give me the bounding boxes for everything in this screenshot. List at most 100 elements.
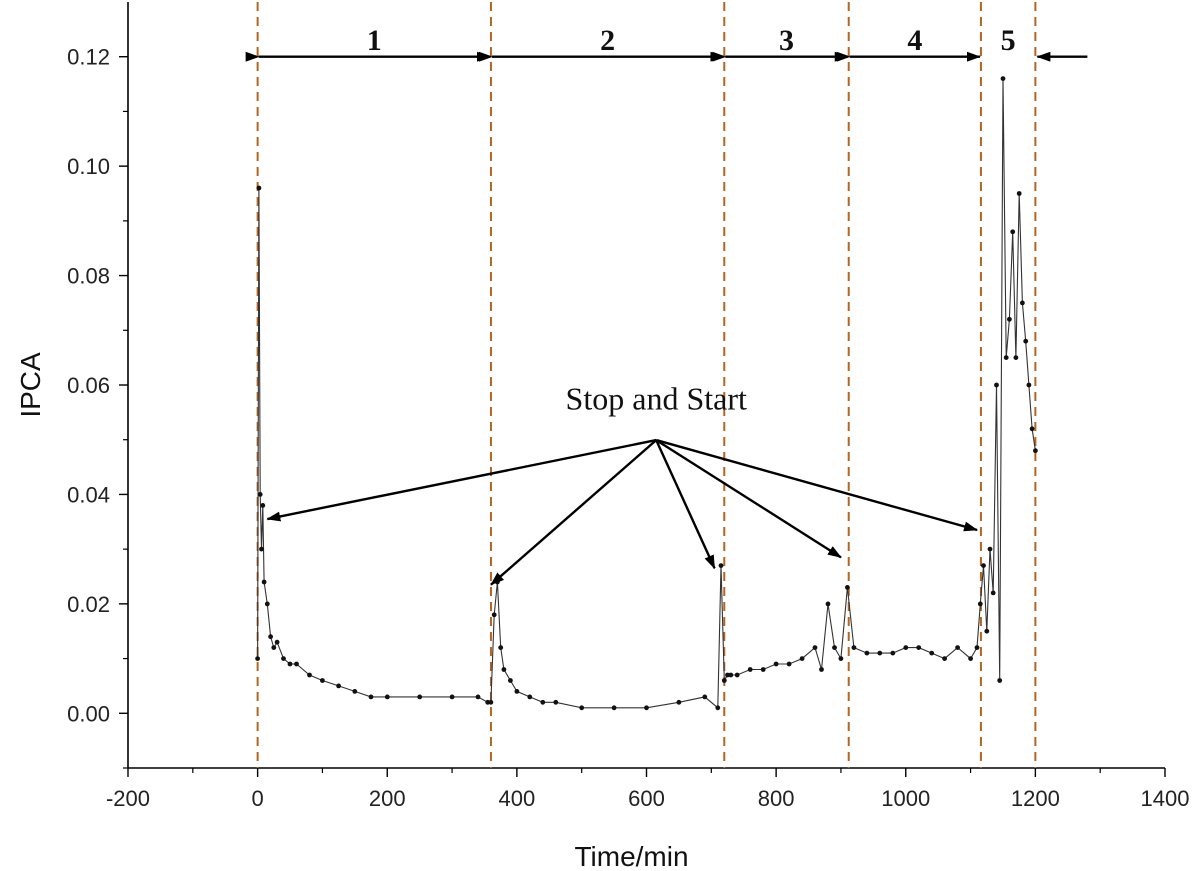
data-point: [527, 694, 533, 700]
data-point: [268, 634, 273, 640]
data-point: [728, 672, 734, 678]
x-tick-label: -200: [106, 786, 150, 811]
data-point: [287, 661, 293, 667]
data-point: [255, 656, 260, 661]
data-point: [294, 661, 299, 667]
data-point: [508, 678, 513, 683]
x-axis-title: Time/min: [574, 841, 688, 871]
data-point: [281, 656, 286, 661]
y-tick-label: 0.12: [67, 45, 110, 70]
data-point: [488, 699, 494, 705]
annotation-arrow: [655, 439, 716, 570]
data-point: [1013, 355, 1019, 360]
phase-label: 2: [600, 24, 615, 57]
phase-label: 1: [367, 24, 382, 57]
data-point: [845, 585, 850, 590]
y-axis-title: IPCA: [15, 352, 46, 418]
data-point: [786, 661, 792, 667]
data-point: [1023, 338, 1029, 344]
data-point: [1033, 448, 1038, 454]
data-point: [997, 678, 1003, 683]
data-point: [260, 503, 266, 508]
data-point: [320, 678, 325, 683]
data-point: [1020, 300, 1025, 306]
data-point: [916, 645, 922, 650]
data-point: [1016, 191, 1022, 196]
x-tick-label: 1200: [1011, 786, 1060, 811]
data-point: [644, 705, 649, 711]
phase-label: 5: [1001, 24, 1016, 57]
data-point: [271, 645, 277, 650]
data-point: [725, 672, 730, 678]
data-point: [274, 639, 280, 645]
data-point: [799, 656, 805, 661]
x-tick-label: 1000: [881, 786, 930, 811]
data-point: [1000, 76, 1006, 81]
data-point: [384, 694, 390, 700]
axis-labels: -200 0 200 400 600 800 1000 1200 1400 0.00 0.02 0.0…: [15, 45, 1189, 871]
data-point: [955, 645, 960, 650]
data-point: [475, 694, 481, 700]
data-point: [825, 601, 831, 607]
x-tick-label: 800: [758, 786, 795, 811]
phase-label: 4: [907, 24, 922, 57]
data-point: [715, 705, 721, 711]
annotation-text: Stop and Start: [566, 381, 747, 417]
data-point: [1010, 229, 1016, 235]
data-point: [1003, 355, 1009, 360]
data-point: [877, 650, 883, 656]
data-point: [747, 667, 753, 672]
data-point: [838, 656, 844, 661]
data-point: [984, 628, 990, 634]
data-point: [264, 601, 270, 607]
annotation-arrow: [266, 438, 657, 522]
data-point: [864, 650, 870, 656]
y-tick-label: 0.08: [67, 264, 110, 289]
data-point: [676, 699, 682, 705]
data-point: [1029, 426, 1035, 432]
phase-label: 3: [779, 24, 794, 57]
data-point: [261, 579, 267, 585]
y-tick-label: 0.02: [67, 592, 110, 617]
data-point: [257, 492, 263, 497]
data-point: [702, 694, 708, 700]
data-point: [501, 667, 507, 672]
data-point: [256, 185, 262, 191]
data-point: [417, 694, 423, 700]
data-point: [259, 546, 264, 552]
data-series: [255, 76, 1038, 711]
y-tick-label: 0.10: [67, 154, 110, 179]
y-tick-label: 0.04: [67, 482, 110, 507]
data-point: [336, 683, 341, 689]
data-point: [987, 546, 993, 552]
data-point: [929, 650, 935, 656]
phase-markers: 1 2 3 4 5: [245, 24, 1088, 62]
data-point: [851, 645, 857, 650]
annotation-arrow: [490, 439, 658, 586]
data-point: [718, 563, 724, 568]
data-point: [832, 645, 837, 650]
data-point: [611, 705, 617, 711]
data-point: [974, 645, 980, 650]
y-tick-label: 0.00: [67, 701, 110, 726]
y-tick-label: 0.06: [67, 373, 110, 398]
data-point: [368, 694, 374, 700]
x-tick-label: 600: [628, 786, 665, 811]
axes: [119, 2, 1166, 777]
annotation-arrow: [655, 439, 842, 559]
annotations: Stop and Start: [266, 381, 979, 586]
x-tick-label: 1400: [1141, 786, 1190, 811]
data-point: [553, 699, 559, 705]
data-point: [307, 672, 312, 678]
data-point: [760, 667, 766, 672]
data-point: [734, 672, 740, 678]
data-point: [449, 694, 455, 700]
data-point: [942, 656, 947, 661]
data-point: [540, 699, 546, 705]
phase-divider-lines: [256, 2, 1037, 768]
data-point: [721, 678, 727, 683]
data-point: [890, 650, 896, 656]
data-point: [498, 645, 504, 650]
data-point: [579, 705, 585, 711]
